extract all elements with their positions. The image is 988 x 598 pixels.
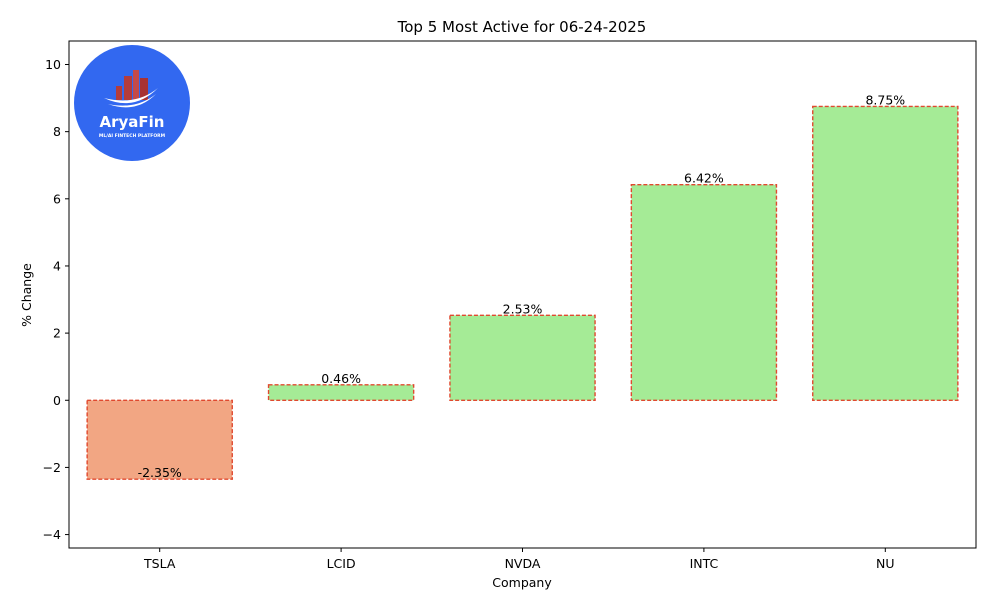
bar-tsla (86, 399, 233, 480)
x-tick-label-intc: INTC (690, 556, 719, 571)
y-tick-label: 8 (53, 124, 61, 139)
y-tick-label: −4 (43, 527, 61, 542)
aryafin-logo: AryaFin ML/AI FINTECH PLATFORM (74, 45, 190, 161)
data-label-tsla: -2.35% (138, 465, 182, 480)
data-label-nvda: 2.53% (503, 301, 543, 316)
x-tick-label-tsla: TSLA (143, 556, 176, 571)
y-tick-label: 6 (53, 191, 61, 206)
y-axis: −4 −2 0 2 4 6 8 10 (43, 57, 69, 542)
x-tick-label-nu: NU (876, 556, 895, 571)
y-tick-label: 0 (53, 393, 61, 408)
data-label-nu: 8.75% (865, 92, 905, 107)
data-label-intc: 6.42% (684, 171, 724, 186)
y-tick-label: 2 (53, 326, 61, 341)
y-tick-label: 10 (45, 57, 61, 72)
logo-circle (74, 45, 190, 161)
y-axis-label: % Change (19, 263, 34, 327)
y-tick-label: −2 (43, 460, 61, 475)
building-icon (104, 70, 158, 108)
logo-tagline: ML/AI FINTECH PLATFORM (99, 133, 166, 139)
x-axis: TSLA LCID NVDA INTC NU (143, 548, 895, 571)
chart-title: Top 5 Most Active for 06-24-2025 (397, 18, 647, 36)
bar-lcid (267, 384, 415, 401)
logo-name: AryaFin (100, 113, 165, 131)
data-labels-layer: -2.35% 0.46% 2.53% 6.42% 8.75% (138, 92, 906, 480)
x-tick-label-lcid: LCID (327, 556, 356, 571)
x-axis-label: Company (492, 575, 552, 590)
bar-nvda (449, 314, 596, 401)
bar-nu (812, 105, 959, 401)
data-label-lcid: 0.46% (321, 371, 361, 386)
x-tick-label-nvda: NVDA (505, 556, 541, 571)
y-tick-label: 4 (53, 258, 61, 273)
bar-intc (630, 184, 778, 401)
bars-layer (86, 105, 959, 480)
